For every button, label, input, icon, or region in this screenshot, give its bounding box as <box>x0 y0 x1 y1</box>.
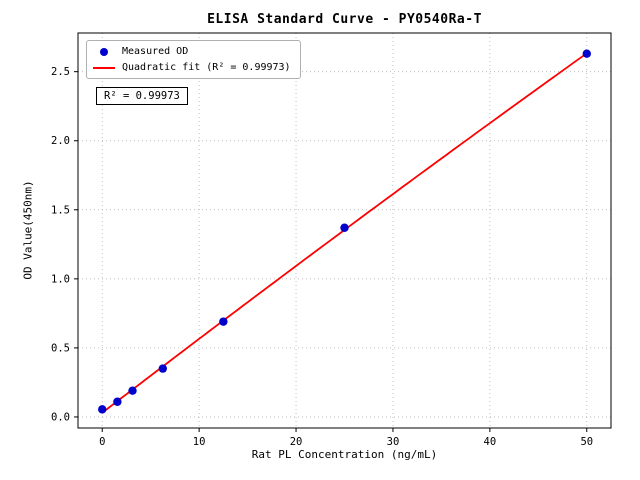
svg-text:20: 20 <box>290 436 303 448</box>
r-squared-annotation: R² = 0.99973 <box>96 87 188 105</box>
legend-label-quadratic-fit: Quadratic fit (R² = 0.99973) <box>122 62 291 73</box>
legend-item-quadratic-fit: Quadratic fit (R² = 0.99973) <box>93 62 291 73</box>
measured-od-points <box>98 49 591 414</box>
svg-text:0: 0 <box>99 436 105 448</box>
svg-text:1.0: 1.0 <box>51 273 70 285</box>
scatter-marker-icon <box>93 47 115 56</box>
fit-line-icon <box>93 66 115 69</box>
plot-frame <box>77 32 612 429</box>
y-tick-labels: 0.0 0.5 1.0 1.5 2.0 2.5 <box>51 66 78 423</box>
x-axis-label: Rat PL Concentration (ng/mL) <box>251 448 438 461</box>
svg-text:10: 10 <box>193 436 206 448</box>
legend-label-measured-od: Measured OD <box>122 46 189 57</box>
x-tick-labels: 0 10 20 30 40 50 <box>99 428 593 448</box>
svg-text:0.5: 0.5 <box>51 342 70 354</box>
quadratic-fit-line <box>101 52 588 414</box>
svg-text:30: 30 <box>387 436 400 448</box>
y-axis-label: OD Value(450nm) <box>21 180 35 280</box>
svg-text:40: 40 <box>484 436 497 448</box>
legend-item-measured-od: Measured OD <box>93 46 291 57</box>
svg-text:2.5: 2.5 <box>51 66 70 78</box>
svg-text:2.0: 2.0 <box>51 135 70 147</box>
svg-text:1.5: 1.5 <box>51 204 70 216</box>
chart-title: ELISA Standard Curve - PY0540Ra-T <box>207 12 482 27</box>
legend: Measured OD Quadratic fit (R² = 0.99973) <box>86 40 301 79</box>
svg-text:0.0: 0.0 <box>51 411 70 423</box>
svg-text:50: 50 <box>580 436 593 448</box>
